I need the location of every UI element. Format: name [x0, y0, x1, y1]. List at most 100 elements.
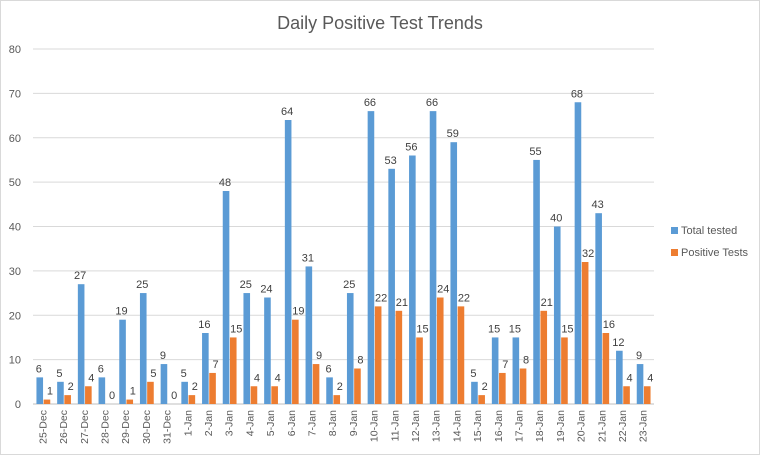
bar: [57, 381, 64, 404]
x-tick-label: 22-Jan: [617, 410, 629, 442]
chart-title: Daily Positive Test Trends: [277, 13, 483, 33]
data-label: 6: [98, 363, 104, 375]
y-tick-label: 80: [9, 44, 21, 56]
bar: [250, 386, 258, 404]
bar: [616, 350, 623, 404]
data-label: 53: [385, 155, 397, 167]
y-tick-label: 0: [15, 399, 21, 411]
data-label: 8: [523, 355, 529, 367]
x-tick-label: 10-Jan: [369, 410, 381, 442]
legend: Total tested Positive Tests: [671, 225, 749, 259]
y-axis: 0 10 20 30 40 50 60 70 80: [9, 44, 21, 411]
x-tick-label: 4-Jan: [244, 410, 256, 436]
data-label: 55: [529, 146, 541, 158]
bar: [643, 386, 651, 404]
x-tick-label: 15-Jan: [472, 410, 484, 442]
bars: [36, 102, 651, 404]
x-tick-label: 9-Jan: [348, 410, 360, 436]
bar: [243, 293, 251, 404]
data-label: 5: [181, 368, 187, 380]
data-label: 4: [647, 372, 653, 384]
x-tick-label: 31-Dec: [162, 410, 174, 444]
data-label: 0: [171, 390, 177, 402]
data-label: 9: [316, 350, 322, 362]
x-tick-label: 17-Jan: [513, 410, 525, 442]
bar: [416, 337, 423, 404]
data-label: 25: [136, 279, 148, 291]
gridlines: [33, 48, 654, 405]
legend-swatch: [671, 227, 678, 234]
bar: [160, 364, 168, 404]
bar: [43, 399, 51, 404]
data-label: 7: [212, 359, 218, 371]
x-tick-label: 25-Dec: [37, 410, 49, 444]
data-label: 2: [482, 381, 488, 393]
bar: [623, 386, 630, 404]
x-tick-label: 16-Jan: [493, 410, 505, 442]
data-label: 68: [571, 88, 583, 100]
x-tick-label: 3-Jan: [224, 410, 236, 436]
bar: [450, 142, 458, 404]
bar: [36, 377, 44, 404]
bar: [581, 262, 589, 404]
data-label: 5: [150, 368, 156, 380]
bar: [533, 159, 540, 404]
y-tick-label: 50: [9, 177, 21, 189]
data-label: 15: [488, 323, 500, 335]
x-tick-label: 6-Jan: [286, 410, 298, 436]
bar: [457, 306, 465, 404]
x-tick-label: 2-Jan: [203, 410, 215, 436]
data-label: 24: [437, 284, 449, 296]
bar: [574, 102, 582, 404]
bar: [561, 337, 568, 404]
bar: [519, 368, 527, 404]
bar: [126, 399, 134, 404]
data-label: 16: [198, 319, 210, 331]
data-label: 19: [292, 306, 304, 318]
bar: [229, 337, 237, 404]
bar: [491, 337, 499, 404]
x-tick-label: 29-Dec: [120, 410, 132, 444]
bar: [284, 120, 292, 404]
bar: [85, 386, 92, 404]
data-label: 0: [109, 390, 115, 402]
data-label: 7: [502, 359, 508, 371]
data-label: 12: [612, 337, 624, 349]
x-tick-label: 21-Jan: [596, 410, 608, 442]
data-label: 66: [364, 97, 376, 109]
x-tick-label: 13-Jan: [431, 410, 443, 442]
x-tick-label: 23-Jan: [638, 410, 650, 442]
data-label: 19: [115, 306, 127, 318]
legend-entry: Total tested: [681, 225, 737, 237]
bar: [346, 293, 354, 404]
data-label: 64: [281, 106, 293, 118]
data-label: 40: [550, 213, 562, 225]
x-tick-label: 5-Jan: [265, 410, 277, 436]
x-tick-label: 20-Jan: [576, 410, 588, 442]
data-label: 15: [561, 323, 573, 335]
bar: [222, 191, 230, 404]
bar: [292, 319, 299, 404]
data-label: 66: [426, 97, 438, 109]
bar: [395, 310, 403, 404]
data-label: 27: [74, 270, 86, 282]
legend-swatch: [671, 249, 678, 256]
bar: [139, 293, 147, 404]
data-label: 43: [592, 199, 604, 211]
bar: [202, 333, 209, 404]
data-label: 15: [509, 323, 521, 335]
data-label: 5: [56, 368, 62, 380]
x-tick-label: 18-Jan: [534, 410, 546, 442]
x-tick-label: 19-Jan: [555, 410, 567, 442]
bar: [429, 111, 437, 404]
data-label: 4: [254, 372, 260, 384]
x-tick-label: 12-Jan: [410, 410, 422, 442]
legend-entry: Positive Tests: [681, 247, 749, 259]
y-tick-label: 60: [9, 133, 21, 145]
bar: [188, 395, 196, 404]
data-label: 6: [36, 363, 42, 375]
data-label: 15: [230, 323, 242, 335]
x-tick-label: 11-Jan: [389, 410, 401, 441]
